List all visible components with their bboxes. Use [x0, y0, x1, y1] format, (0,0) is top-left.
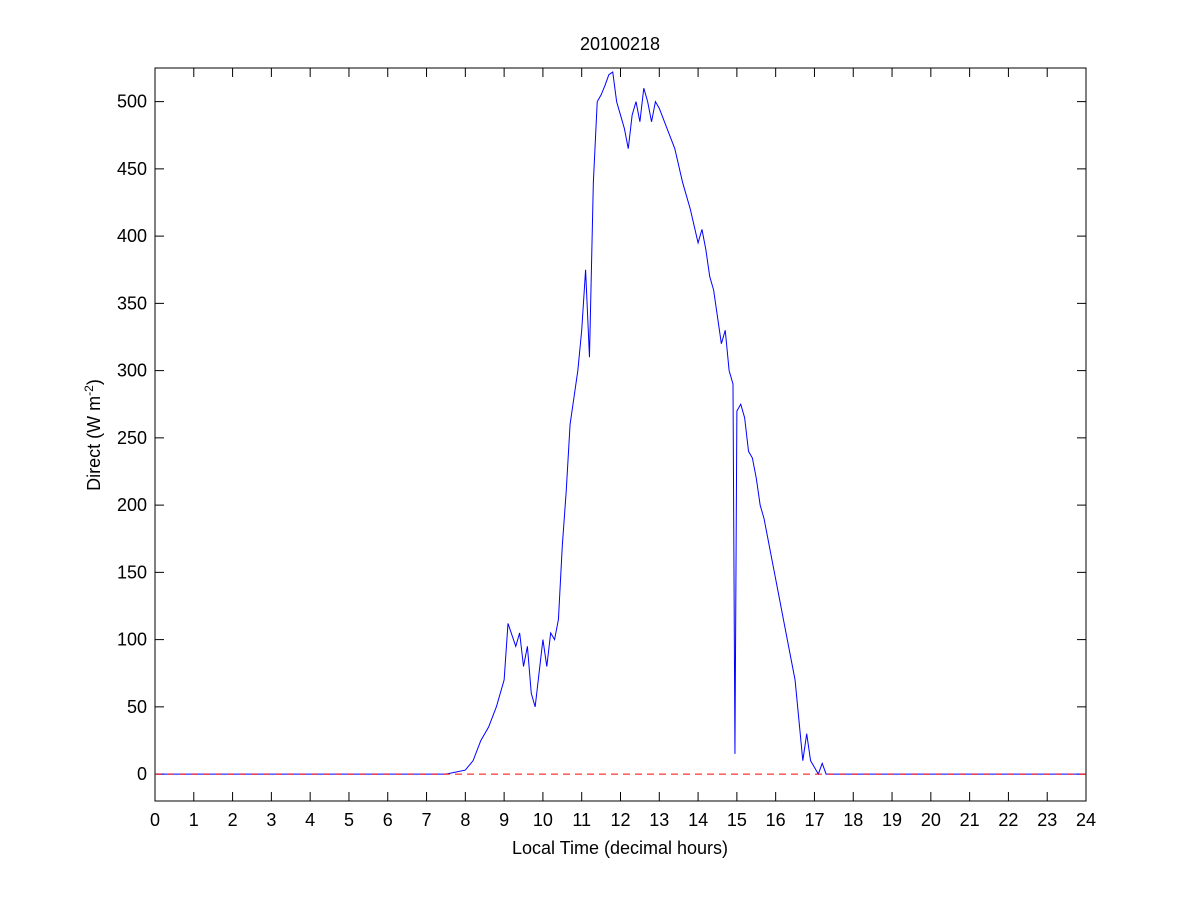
x-tick-label: 9 — [499, 810, 509, 830]
y-tick-label: 300 — [117, 361, 147, 381]
y-tick-label: 50 — [127, 697, 147, 717]
x-tick-label: 2 — [228, 810, 238, 830]
x-tick-label: 22 — [998, 810, 1018, 830]
chart-title: 20100218 — [580, 34, 660, 54]
x-axis-label: Local Time (decimal hours) — [512, 838, 728, 858]
y-tick-label: 100 — [117, 630, 147, 650]
x-tick-label: 15 — [727, 810, 747, 830]
x-tick-label: 17 — [804, 810, 824, 830]
x-tick-label: 19 — [882, 810, 902, 830]
x-tick-label: 12 — [610, 810, 630, 830]
x-tick-label: 14 — [688, 810, 708, 830]
x-tick-label: 1 — [189, 810, 199, 830]
x-tick-label: 18 — [843, 810, 863, 830]
data-line — [155, 71, 1086, 776]
plot-area — [154, 67, 1087, 802]
x-tick-label: 11 — [572, 810, 591, 830]
y-tick-label: 0 — [137, 764, 147, 784]
x-tick-label: 24 — [1076, 810, 1096, 830]
x-tick-label: 7 — [422, 810, 432, 830]
x-tick-label: 6 — [383, 810, 393, 830]
x-tick-label: 20 — [921, 810, 941, 830]
y-tick-label: 250 — [117, 428, 147, 448]
y-axis-label-main: Direct (W m — [84, 396, 104, 491]
x-tick-label: 3 — [266, 810, 276, 830]
x-tick-label: 0 — [150, 810, 160, 830]
x-tick-label: 10 — [533, 810, 553, 830]
y-tick-label: 150 — [117, 562, 147, 582]
x-tick-label: 13 — [649, 810, 669, 830]
y-tick-label: 350 — [117, 293, 147, 313]
x-tick-label: 4 — [305, 810, 315, 830]
x-tick-label: 23 — [1037, 810, 1057, 830]
y-axis-label: Direct (W m-2) — [82, 379, 104, 491]
y-tick-label: 450 — [117, 159, 147, 179]
y-axis-label-end: ) — [84, 379, 104, 385]
x-tick-label: 21 — [960, 810, 980, 830]
y-tick-label: 500 — [117, 92, 147, 112]
y-axis-label-sup: -2 — [82, 385, 96, 396]
x-tick-label: 16 — [766, 810, 786, 830]
y-tick-label: 400 — [117, 226, 147, 246]
x-tick-label: 8 — [460, 810, 470, 830]
y-tick-label: 200 — [117, 495, 147, 515]
x-tick-label: 5 — [344, 810, 354, 830]
